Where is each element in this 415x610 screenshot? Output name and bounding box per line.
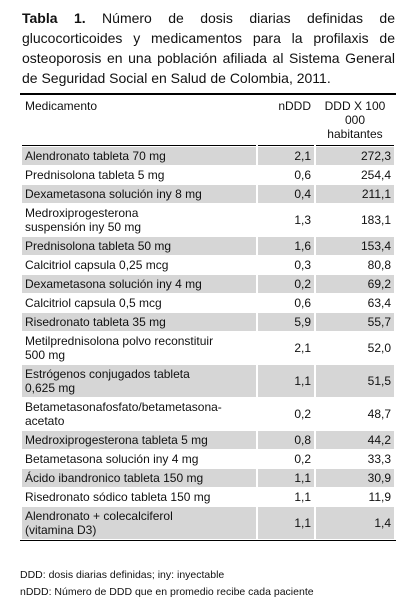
value-cell: 1,1 (258, 469, 314, 487)
table-row: Prednisolona tableta 5 mg 0,6 254,4 (22, 166, 394, 184)
value-cell: 51,5 (316, 365, 394, 397)
value-cell: 1,6 (258, 237, 314, 255)
value-cell: 11,9 (368, 490, 391, 504)
value-cell: 1,4 (316, 507, 394, 539)
value-cell: 0,6 (294, 168, 311, 182)
value-cell: 1,1 (258, 507, 314, 539)
header-cell: DDD X 100 000 habitantes (316, 96, 394, 146)
value-cell: 272,3 (316, 147, 394, 165)
table-row: Dexametasona solución iny 8 mg 0,4 211,1 (22, 185, 394, 203)
value-cell: 52,0 (367, 341, 391, 355)
drug-cell: Betametasonafosfato/betametasona- acetat… (25, 400, 222, 428)
table-row: Ácido ibandronico tableta 150 mg 1,1 30,9 (22, 469, 394, 487)
value-cell: 0,3 (294, 258, 311, 272)
value-cell: 2,1 (294, 341, 311, 355)
value-cell: 0,2 (258, 275, 314, 293)
caption: Tabla 1. Número de dosis diarias definid… (22, 8, 395, 88)
value-cell: 33,3 (367, 452, 391, 466)
value-cell: 69,2 (316, 275, 394, 293)
value-cell: 0,4 (258, 185, 314, 203)
drug-cell: Dexametasona solución iny 4 mg (22, 275, 256, 293)
value-cell: 63,4 (367, 296, 391, 310)
table-row: Metilprednisolona polvo reconstituir 500… (22, 332, 394, 364)
drug-cell: Risedronato sódico tableta 150 mg (25, 490, 211, 504)
drug-cell: Medroxiprogesterona suspensión iny 50 mg (25, 206, 142, 234)
drug-cell: Alendronato + colecalciferol (vitamina D… (22, 507, 256, 539)
drug-cell: Alendronato tableta 70 mg (22, 147, 256, 165)
value-cell: 1,3 (294, 213, 311, 227)
table-row: Betametasonafosfato/betametasona- acetat… (22, 398, 394, 430)
drug-cell: Calcitriol capsula 0,5 mcg (25, 296, 162, 310)
drug-cell: Medroxiprogesterona tableta 5 mg (22, 431, 256, 449)
drug-cell: Prednisolona tableta 50 mg (22, 237, 256, 255)
header-cell: nDDD (258, 96, 314, 146)
value-cell: 0,2 (294, 407, 311, 421)
value-cell: 254,4 (360, 168, 391, 182)
table-row: Medroxiprogesterona suspensión iny 50 mg… (22, 204, 394, 236)
drug-cell: Estrógenos conjugados tableta 0,625 mg (22, 365, 256, 397)
value-cell: 1,1 (258, 365, 314, 397)
value-cell: 0,2 (294, 452, 311, 466)
table-row: Alendronato tableta 70 mg 2,1 272,3 (22, 147, 394, 165)
value-cell: 80,8 (367, 258, 391, 272)
drug-cell: Dexametasona solución iny 8 mg (22, 185, 256, 203)
table-row: Risedronato tableta 35 mg 5,9 55,7 (22, 313, 394, 331)
value-cell: 55,7 (316, 313, 394, 331)
value-cell: 5,9 (258, 313, 314, 331)
table-row: Betametasona solución iny 4 mg 0,2 33,3 (22, 450, 394, 468)
drug-cell: Betametasona solución iny 4 mg (25, 452, 199, 466)
value-cell: 44,2 (316, 431, 394, 449)
table-row: Alendronato + colecalciferol (vitamina D… (22, 507, 394, 539)
header-cell: Medicamento (22, 96, 256, 146)
value-cell: 153,4 (316, 237, 394, 255)
value-cell: 2,1 (258, 147, 314, 165)
drug-cell: Metilprednisolona polvo reconstituir 500… (25, 334, 214, 362)
table-row: Dexametasona solución iny 4 mg 0,2 69,2 (22, 275, 394, 293)
header-row: Medicamento nDDD DDD X 100 000 habitante… (22, 96, 394, 146)
footnotes: DDD: dosis diarias definidas; iny: inyec… (20, 567, 314, 601)
value-cell: 1,1 (294, 490, 311, 504)
footnote: DDD: dosis diarias definidas; iny: inyec… (20, 569, 225, 581)
table-body: Alendronato tableta 70 mg 2,1 272,3 Prednis… (22, 147, 394, 539)
footnote: nDDD: Número de DDD que en promedio reci… (20, 586, 314, 598)
drug-cell: Risedronato tableta 35 mg (22, 313, 256, 331)
table-row: Estrógenos conjugados tableta 0,625 mg 1,… (22, 365, 394, 397)
table-row: Calcitriol capsula 0,25 mcg 0,3 80,8 (22, 256, 394, 274)
caption-label: Tabla 1. (22, 10, 86, 26)
table-row: Risedronato sódico tableta 150 mg 1,1 11,9 (22, 488, 394, 506)
drug-cell: Ácido ibandronico tableta 150 mg (22, 469, 256, 487)
table-row: Calcitriol capsula 0,5 mcg 0,6 63,4 (22, 294, 394, 312)
table-row: Prednisolona tableta 50 mg 1,6 153,4 (22, 237, 394, 255)
value-cell: 183,1 (360, 213, 391, 227)
table: Medicamento nDDD DDD X 100 000 habitante… (20, 93, 396, 541)
table-row: Medroxiprogesterona tableta 5 mg 0,8 44,2 (22, 431, 394, 449)
drug-cell: Prednisolona tableta 5 mg (25, 168, 165, 182)
value-cell: 211,1 (316, 185, 394, 203)
value-cell: 30,9 (316, 469, 394, 487)
drug-cell: Calcitriol capsula 0,25 mcg (25, 258, 169, 272)
caption-text: Número de dosis diarias definidas de glu… (22, 10, 396, 86)
value-cell: 0,6 (294, 296, 311, 310)
value-cell: 0,8 (258, 431, 314, 449)
value-cell: 48,7 (367, 407, 391, 421)
